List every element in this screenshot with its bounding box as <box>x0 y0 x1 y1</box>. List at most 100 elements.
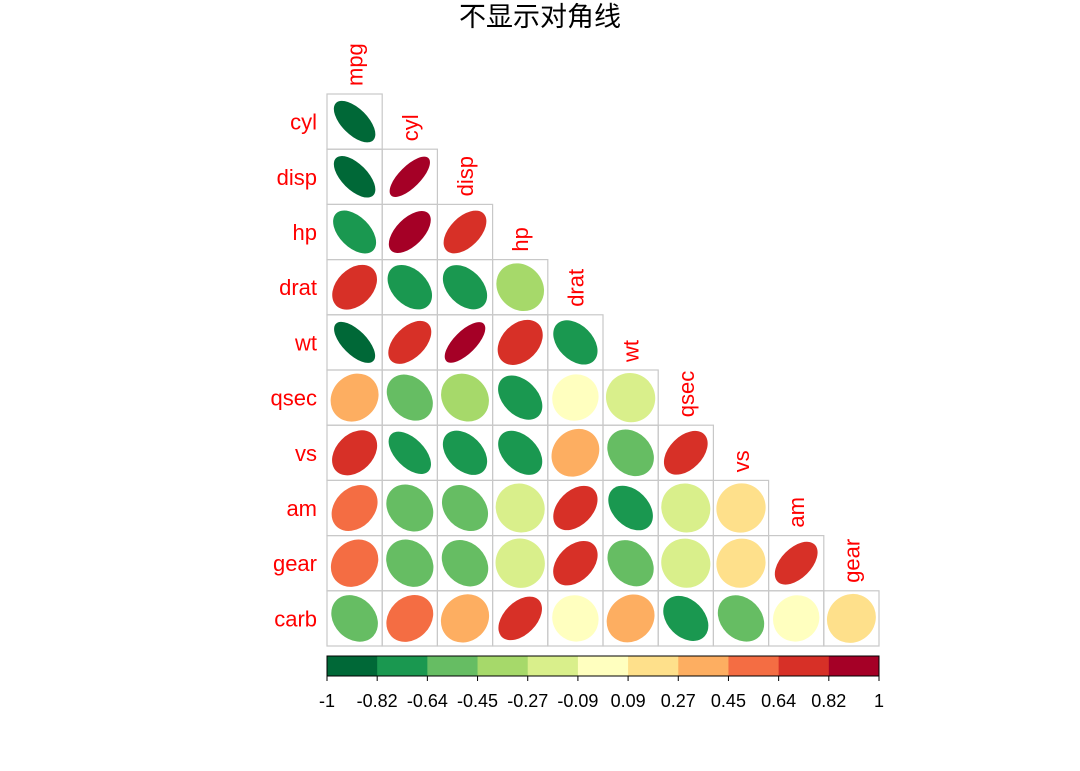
corr-ellipse-vs-disp <box>442 430 488 475</box>
corr-ellipse-qsec-wt <box>605 372 656 423</box>
corr-ellipse-wt-drat <box>553 320 598 365</box>
col-label-am: am <box>784 497 809 528</box>
corr-ellipse-carb-gear <box>826 593 876 643</box>
cell-carb-gear <box>823 590 880 647</box>
corr-ellipse-qsec-disp <box>441 373 489 422</box>
corr-ellipse-vs-cyl <box>388 431 431 474</box>
colorbar-tick-label: 1 <box>874 691 884 711</box>
corr-ellipse-cyl-mpg <box>333 100 376 143</box>
row-label-wt: wt <box>294 330 317 355</box>
col-label-hp: hp <box>508 227 533 251</box>
corr-ellipse-gear-disp <box>441 539 489 587</box>
corr-ellipse-disp-cyl <box>389 156 430 197</box>
row-labels: cyl disp hp drat wt qsec vs am gear carb <box>271 110 317 632</box>
corr-ellipse-wt-cyl <box>388 320 432 364</box>
corr-ellipse-carb-drat <box>552 595 599 642</box>
corr-ellipse-vs-mpg <box>332 430 378 476</box>
corr-ellipse-gear-mpg <box>330 539 379 587</box>
corr-ellipse-carb-hp <box>498 596 542 641</box>
corr-ellipse-am-wt <box>608 485 653 531</box>
corr-ellipse-qsec-hp <box>498 375 543 420</box>
colorbar-segment <box>628 656 679 676</box>
corr-ellipse-disp-mpg <box>333 156 376 198</box>
corr-ellipse-carb-qsec <box>663 595 709 641</box>
corr-ellipse-gear-qsec <box>661 538 711 588</box>
colorbar-segment <box>828 656 880 676</box>
row-label-hp: hp <box>293 220 317 245</box>
colorbar-segment <box>577 656 629 676</box>
col-label-vs: vs <box>729 450 754 472</box>
colorbar-tick-label: -0.45 <box>457 691 498 711</box>
colorbar-tick-label: -0.27 <box>507 691 548 711</box>
colorbar-segment <box>527 656 579 676</box>
corr-ellipse-gear-drat <box>553 540 598 586</box>
row-label-am: am <box>286 496 317 521</box>
corr-ellipse-hp-mpg <box>333 210 377 254</box>
chart-title: 不显示对角线 <box>459 2 621 33</box>
corr-ellipse-gear-wt <box>607 540 654 587</box>
corr-ellipse-vs-hp <box>498 430 543 475</box>
corr-ellipse-vs-drat <box>551 428 600 477</box>
col-label-wt: wt <box>619 340 644 363</box>
colorbar-segment <box>678 656 729 676</box>
colorbar-segment <box>477 656 529 676</box>
colorbar-segment <box>377 656 428 676</box>
corr-ellipse-gear-am <box>774 541 818 585</box>
corr-ellipse-drat-mpg <box>332 264 377 310</box>
corr-ellipse-wt-disp <box>444 322 486 363</box>
col-label-disp: disp <box>453 156 478 196</box>
corr-ellipse-drat-disp <box>442 265 488 310</box>
colorbar-tick-label: -1 <box>319 691 335 711</box>
corr-ellipse-carb-vs <box>717 595 765 642</box>
row-label-gear: gear <box>273 551 317 576</box>
corr-ellipse-qsec-drat <box>552 374 599 421</box>
colorbar-segment <box>427 656 479 676</box>
col-label-qsec: qsec <box>674 371 699 417</box>
col-label-cyl: cyl <box>398 114 423 141</box>
corr-ellipse-carb-mpg <box>331 595 378 642</box>
corr-ellipse-am-hp <box>495 483 545 533</box>
corr-ellipse-am-vs <box>716 483 766 533</box>
colorbar-segment <box>778 656 830 676</box>
corr-ellipse-qsec-mpg <box>330 373 379 422</box>
colorbar-tick-label: 0.27 <box>661 691 696 711</box>
corr-ellipse-am-qsec <box>661 483 711 533</box>
colorbar-tick-label: 0.45 <box>711 691 746 711</box>
row-label-disp: disp <box>277 165 317 190</box>
corr-ellipse-am-cyl <box>386 484 434 532</box>
corr-ellipse-gear-vs <box>716 538 766 588</box>
colorbar-tick-label: -0.64 <box>407 691 448 711</box>
corr-ellipse-drat-cyl <box>387 264 433 310</box>
corr-ellipse-hp-cyl <box>388 211 431 253</box>
corr-ellipse-qsec-cyl <box>386 374 433 421</box>
col-label-drat: drat <box>563 269 588 307</box>
corr-ellipse-carb-cyl <box>386 594 434 642</box>
row-label-cyl: cyl <box>290 110 317 135</box>
col-label-mpg: mpg <box>343 43 368 86</box>
row-label-drat: drat <box>279 275 317 300</box>
corr-ellipse-am-drat <box>553 485 598 531</box>
colorbar-segment <box>327 656 378 676</box>
corr-ellipse-wt-hp <box>497 319 543 365</box>
colorbar-tick-label: -0.09 <box>557 691 598 711</box>
correlation-cells <box>326 93 880 647</box>
corr-ellipse-drat-hp <box>496 263 545 312</box>
colorbar-tick-label: -0.82 <box>357 691 398 711</box>
column-labels: mpg cyl disp hp drat wt qsec vs am gear <box>343 43 865 583</box>
row-label-vs: vs <box>295 441 317 466</box>
corr-ellipse-am-mpg <box>331 485 378 531</box>
corr-ellipse-gear-hp <box>495 538 545 588</box>
colorbar-segment <box>728 656 780 676</box>
colorbar-frame <box>326 655 880 677</box>
corr-ellipse-carb-wt <box>606 594 655 643</box>
corr-ellipse-carb-disp <box>440 594 490 643</box>
row-label-carb: carb <box>274 606 317 631</box>
colorbar-tick-label: 0.09 <box>611 691 646 711</box>
colorbar-tick-label: 0.64 <box>761 691 796 711</box>
corr-ellipse-am-disp <box>441 484 489 532</box>
corr-ellipse-gear-cyl <box>386 539 434 587</box>
corr-ellipse-vs-wt <box>607 429 654 477</box>
colorbar-tick-label: 0.82 <box>811 691 846 711</box>
corr-ellipse-vs-qsec <box>663 430 708 475</box>
